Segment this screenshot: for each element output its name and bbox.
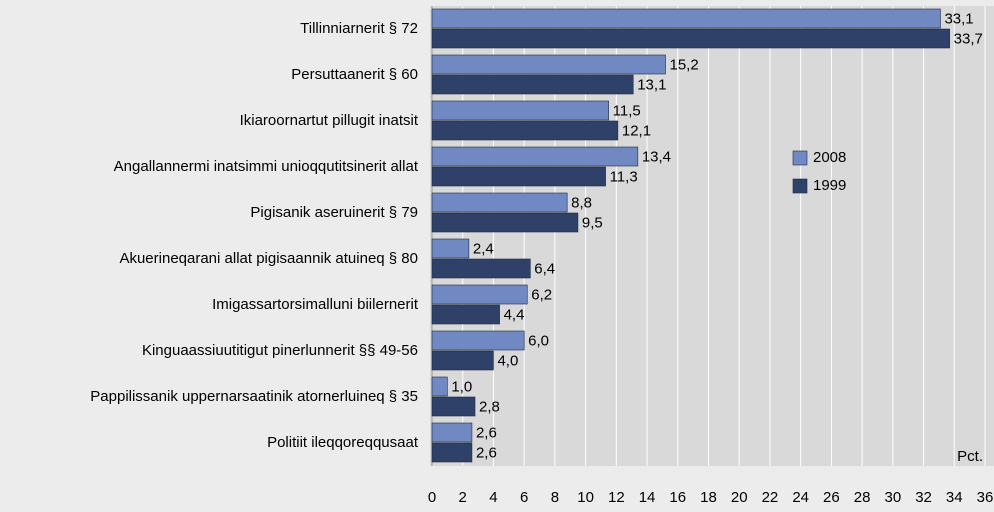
bar [431,330,525,351]
x-tick-label: 0 [428,489,436,506]
value-label: 9,5 [582,214,603,231]
value-label: 15,2 [669,56,698,73]
bar [431,212,579,233]
legend-swatch [792,150,808,166]
category-label: Kinguaassiuutitigut pinerlunnerit §§ 49-… [142,342,418,359]
x-tick-label: 36 [977,489,994,506]
x-tick-label: 20 [731,489,748,506]
bar [431,28,950,49]
bar [431,258,531,279]
x-tick-label: 18 [700,489,717,506]
bar [431,422,473,443]
x-tick-label: 32 [915,489,932,506]
category-label: Akuerineqaranі allat pigisaannik atuineq… [119,250,418,267]
bar [431,120,619,141]
x-tick-label: 24 [792,489,809,506]
value-label: 11,5 [613,102,641,119]
x-tick-label: 22 [762,489,779,506]
bar [431,238,470,259]
x-tick-label: 2 [459,489,467,506]
value-label: 6,2 [531,286,552,303]
category-label: Ikiaroornartut pillugit inatsit [240,112,419,129]
bar [431,146,639,167]
category-label: Angallannermi inatsimmi unioqqutitsineri… [114,158,419,175]
x-tick-label: 16 [669,489,686,506]
bar [431,442,473,463]
value-label: 2,4 [473,240,494,257]
x-tick-label: 30 [884,489,901,506]
bar [431,350,494,371]
value-label: 4,4 [504,306,525,323]
category-label: Persuttaanerit § 60 [291,66,418,83]
value-label: 33,1 [944,10,973,27]
x-tick-label: 8 [551,489,559,506]
x-tick-label: 34 [946,489,963,506]
value-label: 6,0 [528,332,549,349]
value-label: 8,8 [571,194,592,211]
value-label: 6,4 [534,260,555,277]
value-label: 33,7 [954,30,983,47]
category-label: Politiit ileqqoreqqusaat [267,434,419,451]
value-label: 1,0 [451,378,472,395]
x-tick-label: 12 [608,489,625,506]
value-label: 13,1 [637,76,666,93]
category-label: Imigassartorsimalluni biilernerit [212,296,419,313]
bar [431,74,634,95]
bar [431,166,606,187]
legend-label: 1999 [813,177,846,194]
category-label: Pappilissanik uppernarsaatinik atornerlu… [90,388,418,405]
bar [431,8,941,29]
bar [431,284,528,305]
bar [431,304,500,325]
legend-swatch [792,178,808,194]
x-axis-label: Pct. [957,448,983,465]
x-tick-label: 26 [823,489,840,506]
value-label: 2,6 [476,444,497,461]
value-label: 4,0 [497,352,518,369]
bar [431,54,666,75]
bar [431,192,568,213]
value-label: 2,6 [476,424,497,441]
value-label: 12,1 [622,122,651,139]
value-label: 13,4 [642,148,671,165]
value-label: 11,3 [610,168,638,185]
x-tick-label: 14 [639,489,656,506]
x-tick-label: 28 [854,489,871,506]
bar [431,396,476,417]
category-label: Tillinniarnerit § 72 [300,20,418,37]
legend-label: 2008 [813,149,846,166]
category-label: Pigisanik aseruinerit § 79 [250,204,418,221]
x-tick-label: 6 [520,489,528,506]
bar [431,376,448,397]
x-tick-label: 4 [489,489,497,506]
bar [431,100,609,121]
value-label: 2,8 [479,398,500,415]
x-tick-label: 10 [577,489,594,506]
